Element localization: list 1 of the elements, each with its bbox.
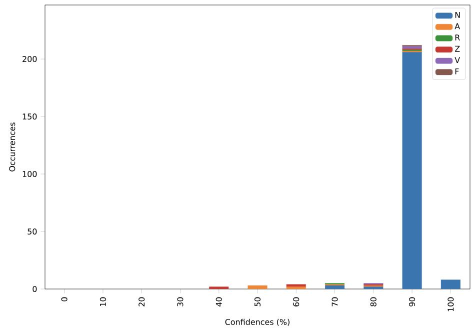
bar — [402, 46, 422, 49]
